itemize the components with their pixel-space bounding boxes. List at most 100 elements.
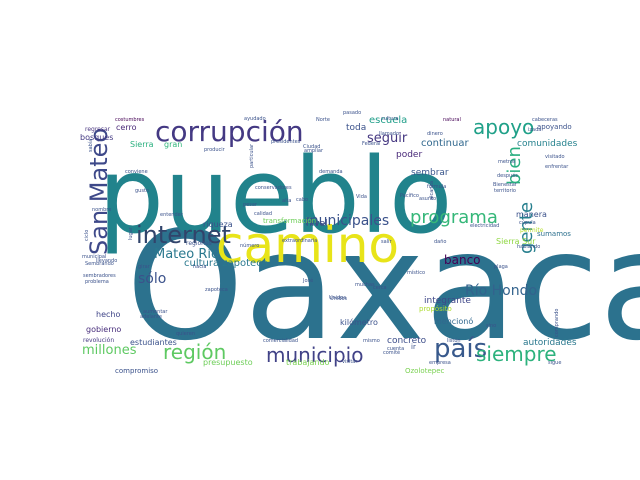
word-30: concreto [387,336,427,346]
word-75: gusto [135,188,149,194]
word-56: natural [443,117,461,123]
word-23: comunidades [517,139,578,149]
word-10: programa [410,207,498,228]
word-77: Norte [316,117,330,123]
word-89: número [240,242,259,249]
word-72: producir [204,147,226,153]
word-42: sumamos [537,230,571,238]
word-0: Oaxaca [126,200,640,374]
word-58: Bienestar [493,182,518,188]
word-78: Vida [356,194,367,200]
word-93: muchas [355,282,375,288]
word-51: revolución [83,337,114,344]
word-4: internet [136,221,231,249]
word-124: Federal [362,141,380,147]
word-59: territorio [494,188,516,194]
word-86: electricidad [470,223,499,229]
word-31: autoridades [523,338,577,348]
word-49: Ozolotepec [405,367,444,375]
word-129: pasado [343,110,361,116]
word-121: Unidos [330,296,347,302]
word-74: conviene [125,169,148,175]
word-13: bien [504,146,525,185]
word-130: izada [528,127,541,133]
word-109: cabo [296,197,308,203]
word-34: estudiantes [130,338,177,347]
word-57: visitado [545,154,565,160]
word-25: toda [346,123,366,133]
word-90: regiones [186,240,212,247]
word-32: presupuesto [203,358,253,367]
word-101: sigue [548,360,561,366]
word-102: comprando [554,309,560,337]
word-108: alta [282,198,291,204]
word-9: apoyo [473,115,534,139]
word-95: místico [407,269,425,276]
word-76: Ciudad [303,144,320,150]
word-14: municipales [305,213,389,229]
word-122: comercialidad [263,338,298,344]
word-60: permite [520,227,544,234]
word-88: salir [381,239,392,245]
word-73: particular [249,143,255,168]
word-50: compromiso [115,367,158,375]
word-53: costumbres [115,117,145,123]
word-64: conservadores [255,185,292,191]
word-91: José [302,277,313,284]
word-40: gran [164,140,182,149]
word-82: enfrentar [545,164,569,170]
word-37: bosques [80,133,113,142]
word-85: hablando [517,244,540,250]
word-27: sembrar [411,168,449,178]
word-18: sólo [138,271,166,287]
word-115: ciclo [84,230,90,241]
word-98: comité [383,349,400,356]
word-104: adelante [140,314,162,320]
word-81: metros [498,159,516,165]
word-110: llevando [96,258,117,264]
word-125: cultura [381,116,399,122]
word-118: nombre [92,207,111,213]
word-87: daño [434,239,446,245]
word-127: cuenta [387,346,404,352]
word-7: país [434,334,487,364]
word-22: continuar [421,138,469,149]
word-119: mismo [363,338,380,344]
word-105: aumentar [143,309,168,315]
word-128: ayudado [244,116,266,122]
word-94: cerca [373,285,387,291]
word-48: transformación [263,217,316,225]
word-36: gobierno [86,325,121,334]
word-111: municipal [82,254,106,260]
word-116: girar [138,264,151,270]
word-19: seguir [367,131,408,146]
word-20: banco [444,253,481,267]
word-17: millones [82,343,137,358]
word-26: poder [396,150,422,160]
word-114: problema [85,279,109,285]
word-92: Unidos [329,295,346,301]
word-83: después [497,172,518,179]
word-70: pesar [243,202,258,208]
word-67: Pacífico [400,192,419,199]
word-1: pueblo [98,135,452,257]
word-54: apoyando [537,123,572,131]
word-79: asunto [419,196,436,202]
word-39: Sierra [130,140,154,149]
word-38: cerro [116,123,137,132]
word-46: propósito [419,305,452,313]
word-123: sabía [87,139,94,152]
word-35: hecho [96,310,120,319]
word-29: integrante [424,296,471,306]
word-24: escuela [369,115,407,126]
word-28: nivel [306,219,328,229]
word-117: lugar [128,226,134,240]
word-33: trabajando [286,358,330,367]
word-100: empresa [429,360,451,366]
word-45: mencionó [434,316,473,326]
word-43: Sierra Sur [496,237,536,246]
word-113: sembradores [83,273,116,279]
word-68: demanda [319,169,343,175]
